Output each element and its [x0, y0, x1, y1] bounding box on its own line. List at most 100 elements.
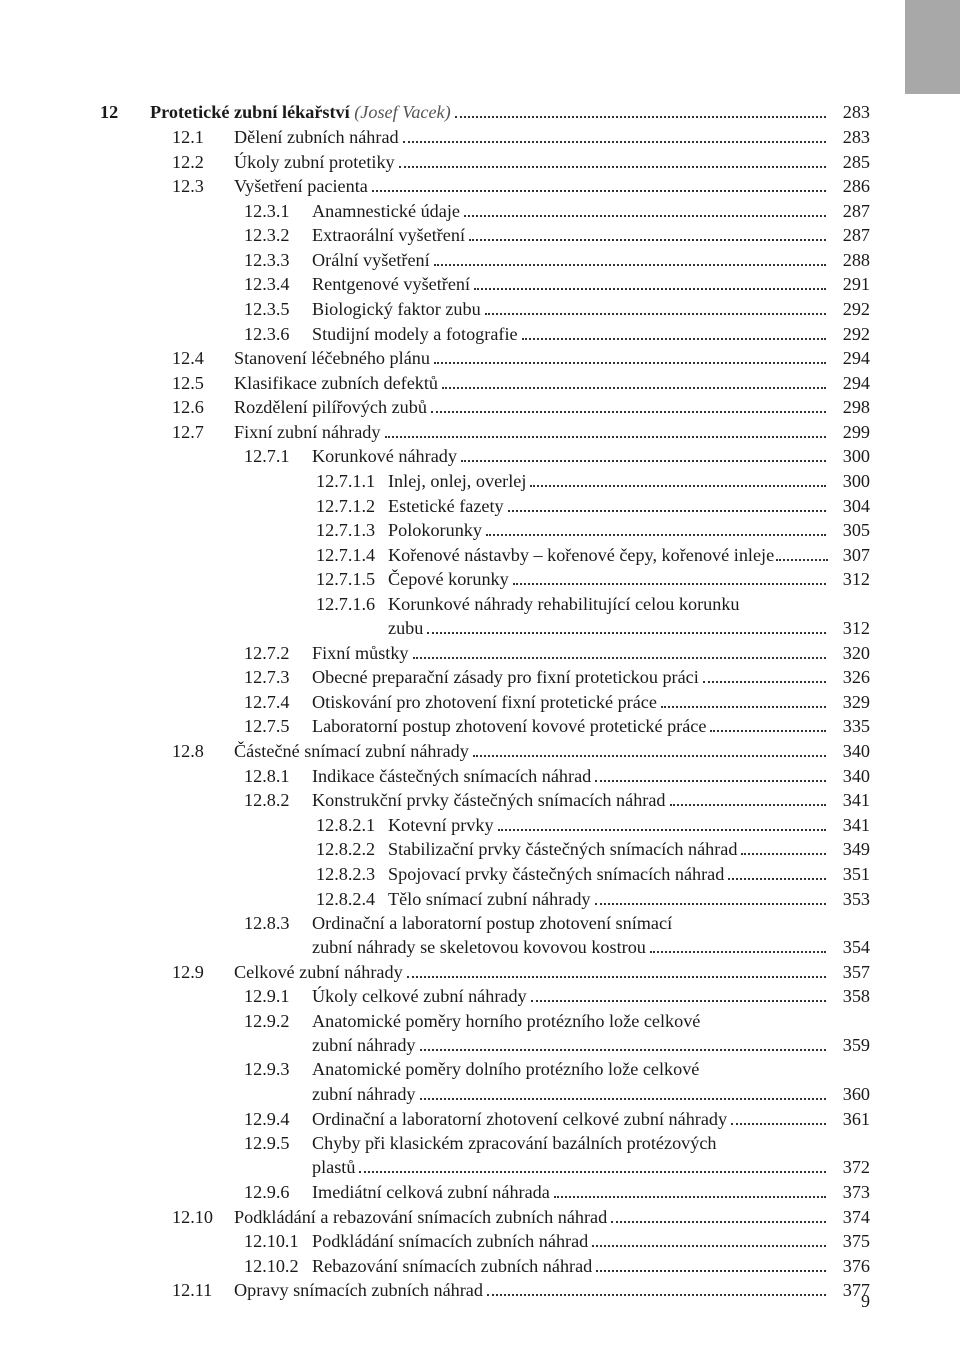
- entry-number: 12.8.1: [244, 764, 312, 788]
- toc-row: 12.3.3Orální vyšetření288: [100, 247, 870, 272]
- entry-number: 12.6: [172, 395, 234, 419]
- leader-dots: [464, 198, 826, 216]
- entry-title: zubní náhrady: [312, 1082, 416, 1106]
- toc-row: 12.7.1.2Estetické fazety304: [100, 493, 870, 518]
- entry-page: 373: [830, 1180, 870, 1204]
- entry-page: 312: [830, 567, 870, 591]
- entry-number: 12.2: [172, 150, 234, 174]
- toc-row: 12.7.1.1Inlej, onlej, overlej300: [100, 469, 870, 494]
- toc-row: 12.3Vyšetření pacienta286: [100, 174, 870, 199]
- entry-title: Klasifikace zubních defektů: [234, 371, 438, 395]
- leader-dots: [596, 1253, 826, 1271]
- entry-page: 357: [830, 960, 870, 984]
- toc-row: 12.2Úkoly zubní protetiky285: [100, 149, 870, 174]
- entry-title: Opravy snímacích zubních náhrad: [234, 1278, 483, 1302]
- leader-dots: [442, 370, 826, 388]
- entry-page: 361: [830, 1107, 870, 1131]
- entry-title: Fixní můstky: [312, 641, 409, 665]
- entry-page: 291: [830, 272, 870, 296]
- entry-page: 285: [830, 150, 870, 174]
- entry-page: 307: [830, 543, 870, 567]
- entry-number: 12.3.2: [244, 223, 312, 247]
- entry-title: Ordinační a laboratorní zhotovení celkov…: [312, 1107, 727, 1131]
- toc-row: 12.3.4Rentgenové vyšetření291: [100, 272, 870, 297]
- entry-number: 12.7.1.1: [316, 469, 388, 493]
- entry-page: 287: [830, 199, 870, 223]
- toc-row: 12.7.2Fixní můstky320: [100, 640, 870, 665]
- entry-number: 12.9.4: [244, 1107, 312, 1131]
- toc-row: 12.10Podkládání a rebazování snímacích z…: [100, 1204, 870, 1229]
- entry-number: 12.7.1.4: [316, 543, 388, 567]
- toc-page: 12 Protetické zubní lékařství (Josef Vac…: [0, 0, 960, 1352]
- entry-number: 12.8.2.4: [316, 887, 388, 911]
- entry-title: Úkoly celkové zubní náhrady: [312, 984, 527, 1008]
- toc-row: 12.3.5Biologický faktor zubu292: [100, 297, 870, 322]
- entry-title: Stabilizační prvky částečných snímacích …: [388, 837, 737, 861]
- entry-page: 288: [830, 248, 870, 272]
- toc-entries: 12.1Dělení zubních náhrad28312.2Úkoly zu…: [100, 125, 870, 1303]
- entry-title: Imediátní celková zubní náhrada: [312, 1180, 550, 1204]
- toc-row: zubu312: [100, 616, 870, 641]
- leader-dots: [359, 1155, 826, 1173]
- entry-page: 341: [830, 813, 870, 837]
- entry-number: 12.8.2.1: [316, 813, 388, 837]
- entry-page: 286: [830, 174, 870, 198]
- leader-dots: [741, 837, 826, 855]
- leader-dots: [420, 1082, 826, 1100]
- toc-row: 12.8Částečné snímací zubní náhrady340: [100, 739, 870, 764]
- leader-dots: [513, 567, 826, 585]
- entry-page: 372: [830, 1155, 870, 1179]
- entry-number: 12.7.1: [244, 444, 312, 468]
- entry-page: 298: [830, 395, 870, 419]
- entry-page: 374: [830, 1205, 870, 1229]
- leader-dots: [531, 984, 826, 1002]
- toc-row: 12.9.2Anatomické poměry horního protézní…: [100, 1009, 870, 1033]
- leader-dots: [498, 812, 826, 830]
- toc-row: 12.6Rozdělení pilířových zubů298: [100, 395, 870, 420]
- entry-title: Podkládání a rebazování snímacích zubníc…: [234, 1205, 607, 1229]
- toc-row: 12.7.1.4Kořenové nástavby – kořenové čep…: [100, 542, 870, 567]
- chapter-number: 12: [100, 100, 150, 124]
- entry-title: Studijní modely a fotografie: [312, 322, 518, 346]
- entry-page: 335: [830, 714, 870, 738]
- toc-row: 12.7Fixní zubní náhrady299: [100, 420, 870, 445]
- leader-dots: [611, 1204, 826, 1222]
- entry-title: Anatomické poměry dolního protézního lož…: [312, 1057, 699, 1081]
- entry-title: Ordinační a laboratorní postup zhotovení…: [312, 911, 672, 935]
- toc-row: 12.3.2Extraorální vyšetření 287: [100, 223, 870, 248]
- page-number: 9: [861, 1291, 870, 1312]
- entry-title: Stanovení léčebného plánu: [234, 346, 430, 370]
- toc-row: 12.10.1Podkládání snímacích zubních náhr…: [100, 1229, 870, 1254]
- entry-title: Biologický faktor zubu: [312, 297, 481, 321]
- toc-row: 12.9.3Anatomické poměry dolního protézní…: [100, 1057, 870, 1081]
- entry-number: 12.10.2: [244, 1254, 312, 1278]
- entry-number: 12.7.2: [244, 641, 312, 665]
- entry-number: 12.7.1.6: [316, 592, 388, 616]
- leader-dots: [485, 297, 826, 315]
- leader-dots: [455, 100, 826, 118]
- entry-title: plastů: [312, 1155, 355, 1179]
- leader-dots: [670, 788, 826, 806]
- toc-row: 12.9.5Chyby při klasickém zpracování baz…: [100, 1131, 870, 1155]
- entry-title: Obecné preparační zásady pro fixní prote…: [312, 665, 699, 689]
- leader-dots: [434, 247, 826, 265]
- entry-page: 299: [830, 420, 870, 444]
- entry-number: 12.9.2: [244, 1009, 312, 1033]
- entry-title: Otiskování pro zhotovení fixní protetick…: [312, 690, 657, 714]
- leader-dots: [473, 739, 826, 757]
- entry-number: 12.4: [172, 346, 234, 370]
- toc-row: zubní náhrady359: [100, 1033, 870, 1058]
- leader-dots: [420, 1033, 826, 1051]
- entry-page: 287: [830, 223, 870, 247]
- entry-title: Anatomické poměry horního protézního lož…: [312, 1009, 700, 1033]
- leader-dots: [530, 469, 826, 487]
- entry-title: Extraorální vyšetření: [312, 223, 465, 247]
- entry-title: Anamnestické údaje: [312, 199, 460, 223]
- entry-number: 12.9.6: [244, 1180, 312, 1204]
- toc-row: 12.8.2.3Spojovací prvky částečných sníma…: [100, 862, 870, 887]
- entry-number: 12.7.1.3: [316, 518, 388, 542]
- entry-number: 12.9.3: [244, 1057, 312, 1081]
- entry-title: Čepové korunky: [388, 567, 509, 591]
- leader-dots: [431, 395, 826, 413]
- toc-row: zubní náhrady360: [100, 1082, 870, 1107]
